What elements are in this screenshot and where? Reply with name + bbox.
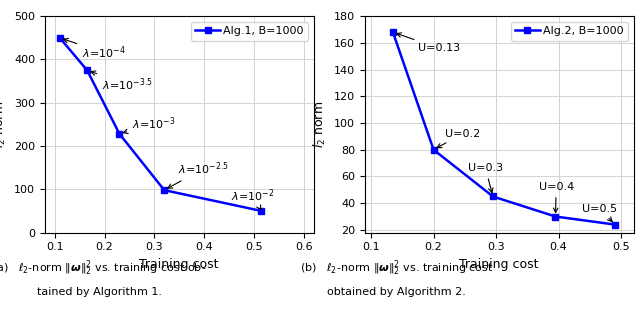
Alg.2, B=1000 (429, 148, 437, 152)
Alg.2, B=1000 (489, 194, 497, 198)
Y-axis label: $l_2$ norm: $l_2$ norm (0, 101, 8, 148)
Alg.2, B=1000 (389, 30, 397, 34)
Text: U=0.13: U=0.13 (397, 33, 460, 53)
Text: U=0.3: U=0.3 (468, 163, 503, 193)
Alg.1, B=1000 (116, 132, 124, 136)
Text: U=0.2: U=0.2 (437, 129, 480, 148)
Line: Alg.2, B=1000: Alg.2, B=1000 (390, 29, 618, 228)
Text: $\lambda$=$10^{-3}$: $\lambda$=$10^{-3}$ (124, 115, 175, 133)
Text: U=0.5: U=0.5 (582, 203, 618, 222)
Legend: Alg.1, B=1000: Alg.1, B=1000 (191, 22, 308, 41)
Text: tained by Algorithm 1.: tained by Algorithm 1. (36, 287, 162, 297)
Legend: Alg.2, B=1000: Alg.2, B=1000 (511, 22, 628, 41)
Alg.1, B=1000 (83, 68, 91, 72)
Text: $\lambda$=$10^{-4}$: $\lambda$=$10^{-4}$ (63, 38, 126, 61)
Text: U=0.4: U=0.4 (539, 182, 574, 213)
Alg.1, B=1000 (56, 36, 63, 40)
Text: (a)   $\ell_2$-norm $\|\boldsymbol{\omega}\|_2^2$ vs. training cost ob-: (a) $\ell_2$-norm $\|\boldsymbol{\omega}… (0, 258, 207, 278)
Line: Alg.1, B=1000: Alg.1, B=1000 (56, 34, 265, 214)
X-axis label: Training cost: Training cost (460, 258, 539, 271)
Text: $\lambda$=$10^{-2.5}$: $\lambda$=$10^{-2.5}$ (168, 160, 229, 188)
Text: (b)   $\ell_2$-norm $\|\boldsymbol{\omega}\|_2^2$ vs. training cost: (b) $\ell_2$-norm $\|\boldsymbol{\omega}… (300, 258, 493, 278)
Alg.1, B=1000 (257, 209, 265, 213)
Y-axis label: $l_2$ norm: $l_2$ norm (312, 101, 328, 148)
Alg.1, B=1000 (161, 188, 168, 192)
Alg.2, B=1000 (611, 223, 619, 226)
X-axis label: Training cost: Training cost (140, 258, 219, 271)
Text: $\lambda$=$10^{-2}$: $\lambda$=$10^{-2}$ (232, 187, 275, 210)
Text: $\lambda$=$10^{-3.5}$: $\lambda$=$10^{-3.5}$ (91, 71, 153, 93)
Alg.2, B=1000 (552, 214, 559, 218)
Text: obtained by Algorithm 2.: obtained by Algorithm 2. (328, 287, 466, 297)
